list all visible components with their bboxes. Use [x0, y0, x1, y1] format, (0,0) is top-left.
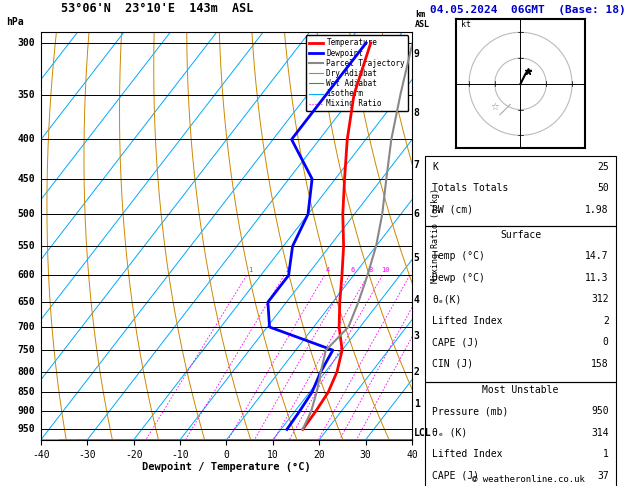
- Text: 6: 6: [350, 267, 355, 273]
- Text: 25: 25: [597, 162, 609, 172]
- Text: 700: 700: [18, 322, 35, 332]
- Text: Dewp (°C): Dewp (°C): [432, 273, 485, 282]
- Text: 50: 50: [597, 183, 609, 193]
- Legend: Temperature, Dewpoint, Parcel Trajectory, Dry Adiabat, Wet Adiabat, Isotherm, Mi: Temperature, Dewpoint, Parcel Trajectory…: [306, 35, 408, 111]
- Text: Most Unstable: Most Unstable: [482, 385, 559, 395]
- Text: 4: 4: [326, 267, 330, 273]
- Text: 2: 2: [414, 367, 420, 377]
- Text: 7: 7: [414, 160, 420, 170]
- Text: Lifted Index: Lifted Index: [432, 315, 503, 326]
- Text: θₑ (K): θₑ (K): [432, 428, 467, 438]
- Text: CIN (J): CIN (J): [432, 359, 474, 368]
- Text: 9: 9: [414, 49, 420, 59]
- Text: Mixing Ratio (g/kg): Mixing Ratio (g/kg): [431, 188, 440, 283]
- Text: Totals Totals: Totals Totals: [432, 183, 509, 193]
- Text: 850: 850: [18, 387, 35, 397]
- Text: 14.7: 14.7: [585, 251, 609, 261]
- Text: Lifted Index: Lifted Index: [432, 450, 503, 459]
- Text: 900: 900: [18, 406, 35, 417]
- Text: ☆: ☆: [491, 102, 499, 112]
- Text: Pressure (mb): Pressure (mb): [432, 406, 509, 417]
- Bar: [425, 156, 616, 226]
- Text: 1: 1: [414, 399, 420, 409]
- Text: 0: 0: [603, 337, 609, 347]
- Text: 8: 8: [369, 267, 373, 273]
- Text: CAPE (J): CAPE (J): [432, 471, 479, 481]
- Text: Surface: Surface: [500, 229, 541, 240]
- Text: km
ASL: km ASL: [415, 11, 430, 29]
- Text: 312: 312: [591, 294, 609, 304]
- Text: 550: 550: [18, 241, 35, 251]
- Text: 2: 2: [286, 267, 290, 273]
- Text: 600: 600: [18, 270, 35, 280]
- Text: 750: 750: [18, 345, 35, 355]
- Text: 1.98: 1.98: [585, 205, 609, 215]
- Text: Temp (°C): Temp (°C): [432, 251, 485, 261]
- X-axis label: Dewpoint / Temperature (°C): Dewpoint / Temperature (°C): [142, 462, 311, 472]
- Text: © weatheronline.co.uk: © weatheronline.co.uk: [472, 474, 585, 484]
- Text: PW (cm): PW (cm): [432, 205, 474, 215]
- Text: K: K: [432, 162, 438, 172]
- Text: 2: 2: [603, 315, 609, 326]
- Text: 10: 10: [381, 267, 390, 273]
- Text: 500: 500: [18, 209, 35, 219]
- Text: 11.3: 11.3: [585, 273, 609, 282]
- Bar: [425, 226, 616, 382]
- Text: 8: 8: [414, 108, 420, 118]
- Text: 650: 650: [18, 297, 35, 307]
- Text: 4: 4: [414, 295, 420, 305]
- Text: 950: 950: [591, 406, 609, 417]
- Text: 158: 158: [591, 359, 609, 368]
- Text: 53°06'N  23°10'E  143m  ASL: 53°06'N 23°10'E 143m ASL: [61, 1, 253, 15]
- Text: 37: 37: [597, 471, 609, 481]
- Text: 350: 350: [18, 89, 35, 100]
- Text: 6: 6: [414, 209, 420, 219]
- Text: 300: 300: [18, 38, 35, 48]
- Text: 5: 5: [414, 253, 420, 263]
- Text: 450: 450: [18, 174, 35, 184]
- Text: hPa: hPa: [6, 17, 24, 27]
- Text: 400: 400: [18, 135, 35, 144]
- Text: 04.05.2024  06GMT  (Base: 18): 04.05.2024 06GMT (Base: 18): [430, 4, 626, 15]
- Text: 800: 800: [18, 367, 35, 377]
- Text: 314: 314: [591, 428, 609, 438]
- Text: CAPE (J): CAPE (J): [432, 337, 479, 347]
- Text: 3: 3: [414, 331, 420, 342]
- Text: 950: 950: [18, 424, 35, 434]
- Text: LCL: LCL: [414, 428, 431, 438]
- Text: kt: kt: [461, 20, 471, 29]
- Bar: [425, 382, 616, 486]
- Text: 1: 1: [248, 267, 252, 273]
- Text: θₑ(K): θₑ(K): [432, 294, 462, 304]
- Text: 1: 1: [603, 450, 609, 459]
